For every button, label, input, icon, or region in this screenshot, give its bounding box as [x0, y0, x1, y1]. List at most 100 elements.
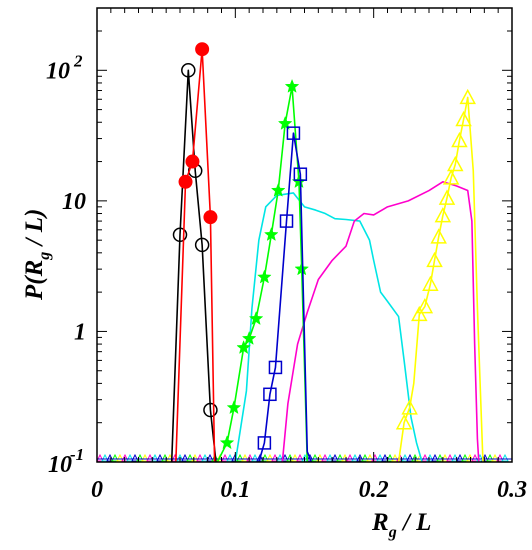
baseline-marker [421, 453, 429, 462]
y-tick-label: 1 [74, 319, 86, 345]
data-marker-open-triangle [422, 275, 439, 291]
data-marker-filled-circle [195, 42, 210, 57]
y-axis-label: P(Rg / L) [21, 209, 53, 301]
baseline-marker [186, 453, 194, 462]
baseline-marker [456, 453, 464, 462]
series-line [216, 85, 309, 463]
baseline-marker [131, 453, 139, 462]
baseline-marker [366, 453, 374, 462]
data-marker-filled-star [236, 340, 251, 354]
baseline-marker [311, 453, 319, 462]
data-marker-open-triangle [455, 110, 472, 127]
baseline-marker [391, 453, 399, 462]
data-marker-open-square [268, 360, 283, 375]
series-line [397, 96, 484, 463]
baseline-marker [251, 453, 259, 462]
baseline-marker [386, 453, 394, 462]
series-line [170, 69, 217, 463]
baseline-marker [491, 453, 499, 462]
baseline-marker [221, 453, 229, 462]
series-group [175, 42, 218, 463]
baseline-marker [436, 453, 444, 462]
data-marker-filled-star [270, 182, 286, 197]
data-marker-open-triangle [442, 169, 460, 185]
data-marker-open-triangle [416, 297, 434, 314]
axis-ticks: 0 0.1 0.2 0.3 10-1 1 10 10 2 [46, 7, 527, 503]
data-marker-open-triangle [426, 251, 443, 268]
baseline-marker [471, 453, 479, 462]
data-marker-open-triangle [411, 305, 428, 322]
data-marker-filled-star [277, 115, 293, 130]
data-marker-open-triangle [451, 131, 468, 148]
baseline-marker [291, 453, 299, 462]
baseline-marker [151, 453, 159, 462]
data-marker-open-square [293, 167, 308, 181]
y-tick-label: 10 [62, 189, 86, 215]
baseline-marker [196, 453, 204, 462]
data-marker-open-triangle [430, 228, 447, 244]
data-marker-filled-circle [178, 174, 193, 189]
baseline-marker [106, 453, 114, 462]
data-marker-filled-circle [185, 154, 200, 169]
baseline-marker [141, 453, 149, 462]
data-marker-open-triangle [438, 189, 456, 205]
baseline-marker [331, 453, 339, 462]
series-group [216, 78, 310, 463]
data-marker-filled-star [294, 261, 310, 276]
series-layer [170, 42, 484, 463]
baseline-marker [326, 453, 334, 462]
series-line [258, 132, 313, 463]
data-marker-open-triangle [434, 207, 452, 223]
baseline-marker [96, 453, 104, 462]
baseline-marker [246, 453, 254, 462]
data-marker-open-square [257, 436, 272, 450]
baseline-marker [126, 453, 134, 462]
data-marker-filled-circle [203, 210, 218, 225]
data-marker-filled-star [263, 227, 279, 241]
data-marker-open-circle [181, 63, 196, 78]
baseline-marker [181, 453, 189, 462]
baseline-marker [146, 453, 154, 462]
baseline-marker [296, 453, 304, 462]
baseline-marker [501, 453, 509, 462]
baseline-marker [206, 453, 214, 462]
baseline-marker [156, 453, 164, 462]
baseline-marker [116, 453, 124, 462]
x-tick-label: 0 [91, 477, 103, 503]
baseline-marker [406, 453, 414, 462]
baseline-marker [351, 453, 359, 462]
data-marker-open-circle [194, 237, 210, 253]
x-tick-label: 0.3 [497, 477, 527, 503]
baseline-marker [256, 453, 264, 462]
data-marker-open-triangle [395, 414, 413, 430]
y-tick-label: 10 2 [46, 51, 83, 84]
plot-frame [96, 7, 513, 463]
data-marker-open-square [286, 126, 301, 140]
series-line [234, 192, 423, 463]
data-marker-filled-star [284, 78, 300, 93]
baseline-marker [486, 453, 494, 462]
data-marker-open-triangle [401, 399, 418, 415]
baseline-marker [241, 453, 249, 462]
baseline-marker [266, 453, 274, 462]
baseline-marker [361, 453, 369, 462]
series-line [281, 180, 480, 463]
baseline-marker [346, 453, 354, 462]
data-marker-open-triangle [459, 88, 476, 105]
baseline-marker [276, 453, 284, 462]
baseline-marker [286, 453, 294, 462]
data-marker-open-circle [172, 227, 188, 243]
baseline-marker [376, 453, 384, 462]
data-marker-filled-star [248, 311, 264, 326]
series-line [175, 48, 216, 463]
baseline-marker [401, 453, 409, 462]
baseline-marker [336, 453, 344, 462]
baseline-marker [441, 453, 449, 462]
baseline-marker [446, 453, 454, 462]
baseline-marker [431, 453, 439, 462]
data-marker-open-circle [203, 402, 218, 418]
series-group [234, 192, 423, 463]
baseline-marker [381, 453, 389, 462]
data-marker-filled-star [241, 330, 257, 345]
